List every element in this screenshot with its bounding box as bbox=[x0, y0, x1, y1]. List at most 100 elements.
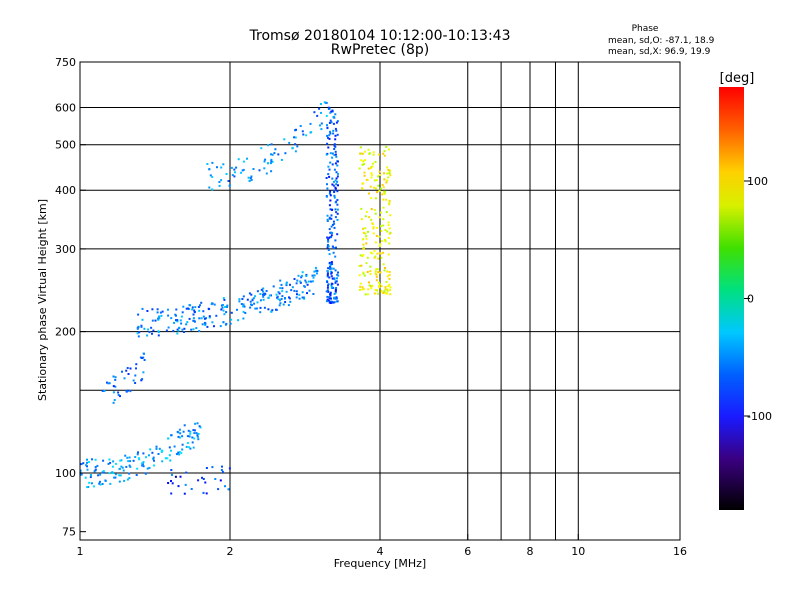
data-point bbox=[134, 374, 137, 377]
data-point bbox=[205, 492, 208, 495]
data-point bbox=[201, 476, 203, 479]
y-axis-ticks: 75 100 200 300 400 500 600 750 bbox=[55, 56, 86, 539]
data-point bbox=[384, 240, 387, 243]
data-point bbox=[225, 311, 228, 314]
data-point bbox=[115, 462, 117, 465]
data-point bbox=[195, 432, 198, 435]
data-point bbox=[107, 382, 110, 385]
data-point bbox=[170, 492, 173, 495]
data-point bbox=[330, 271, 333, 274]
data-point bbox=[373, 250, 376, 253]
data-point bbox=[331, 223, 334, 226]
data-point bbox=[362, 160, 365, 163]
data-point bbox=[156, 308, 159, 311]
data-point bbox=[295, 296, 298, 299]
data-point bbox=[331, 300, 334, 303]
data-point bbox=[143, 327, 146, 330]
data-point bbox=[377, 175, 380, 178]
data-point bbox=[336, 283, 339, 286]
data-point bbox=[205, 317, 207, 320]
data-point bbox=[282, 303, 285, 306]
data-point bbox=[330, 272, 333, 275]
data-point bbox=[221, 470, 224, 473]
data-point bbox=[102, 470, 105, 472]
data-point bbox=[159, 311, 162, 314]
data-point bbox=[380, 285, 383, 288]
data-point bbox=[326, 214, 329, 217]
data-point bbox=[265, 290, 268, 292]
data-point bbox=[192, 328, 195, 331]
data-point bbox=[152, 329, 155, 332]
data-point bbox=[365, 210, 368, 213]
data-point bbox=[158, 315, 161, 318]
data-point bbox=[137, 335, 140, 338]
data-point bbox=[362, 254, 365, 256]
data-point bbox=[334, 201, 337, 204]
data-point bbox=[242, 160, 245, 163]
data-point bbox=[178, 451, 181, 453]
data-point bbox=[227, 488, 230, 491]
data-point bbox=[377, 153, 380, 156]
data-point bbox=[192, 313, 195, 316]
data-point bbox=[138, 457, 140, 460]
data-point bbox=[194, 429, 196, 432]
data-point bbox=[161, 449, 164, 452]
data-point bbox=[112, 401, 115, 404]
data-point bbox=[221, 304, 224, 306]
data-point bbox=[161, 460, 164, 463]
data-point bbox=[374, 160, 377, 163]
data-point bbox=[389, 174, 392, 177]
data-point bbox=[336, 300, 339, 303]
data-point bbox=[358, 274, 361, 277]
data-point bbox=[327, 106, 330, 109]
data-point bbox=[107, 462, 110, 465]
data-point bbox=[148, 466, 151, 469]
data-point bbox=[330, 275, 333, 278]
data-point bbox=[334, 138, 337, 141]
data-point bbox=[330, 297, 332, 300]
data-point bbox=[328, 228, 331, 231]
data-point bbox=[326, 289, 329, 292]
data-point bbox=[199, 304, 201, 307]
data-point bbox=[333, 144, 336, 147]
data-point bbox=[111, 471, 114, 474]
data-point bbox=[383, 172, 385, 175]
data-point bbox=[256, 301, 259, 304]
data-point bbox=[297, 274, 300, 277]
data-point bbox=[180, 322, 183, 325]
data-point bbox=[157, 453, 160, 455]
data-point bbox=[198, 309, 201, 312]
data-point bbox=[125, 369, 128, 372]
data-point bbox=[365, 235, 368, 238]
data-point bbox=[334, 134, 337, 137]
data-point bbox=[172, 329, 175, 332]
data-point bbox=[142, 452, 145, 455]
data-point bbox=[334, 291, 337, 294]
data-point bbox=[370, 285, 373, 288]
data-point bbox=[208, 316, 211, 319]
data-point bbox=[260, 288, 263, 291]
data-point bbox=[270, 158, 273, 161]
data-point bbox=[188, 304, 191, 307]
data-point bbox=[135, 363, 138, 366]
data-point bbox=[315, 266, 317, 269]
data-point bbox=[384, 286, 387, 289]
data-point bbox=[187, 429, 190, 432]
data-point bbox=[331, 177, 334, 180]
data-point bbox=[275, 308, 278, 311]
data-point bbox=[146, 467, 149, 470]
data-point bbox=[169, 459, 172, 462]
data-point bbox=[167, 482, 170, 484]
data-point bbox=[99, 480, 101, 483]
data-point bbox=[242, 310, 245, 313]
data-point bbox=[177, 435, 180, 438]
data-point bbox=[384, 267, 386, 269]
data-point bbox=[125, 390, 128, 393]
data-point bbox=[197, 306, 200, 308]
data-point bbox=[127, 373, 130, 375]
data-point bbox=[223, 313, 226, 316]
data-point bbox=[170, 469, 173, 471]
data-point bbox=[288, 141, 291, 144]
data-point bbox=[378, 285, 381, 287]
data-point bbox=[101, 483, 104, 485]
